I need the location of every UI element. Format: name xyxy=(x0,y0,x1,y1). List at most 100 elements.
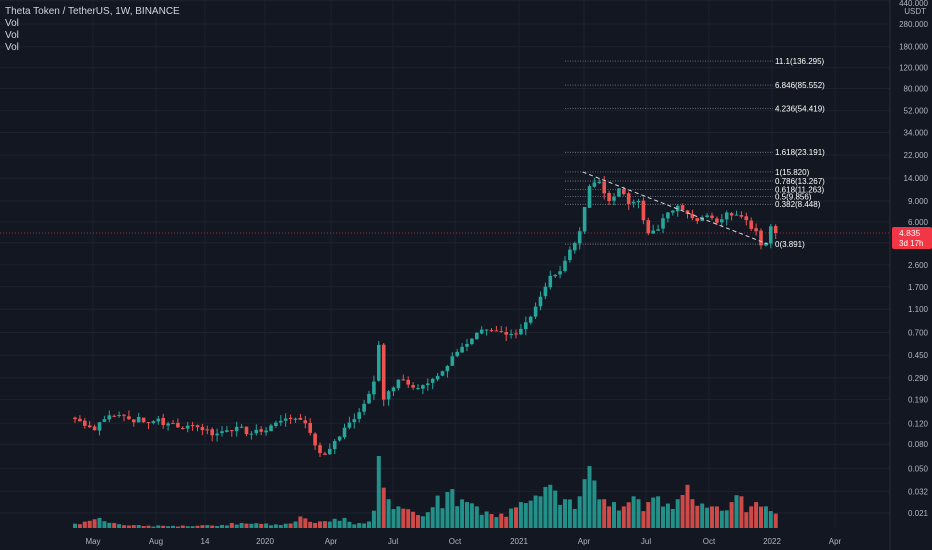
volume-bar xyxy=(621,506,626,528)
price-tick-label: 180.000 xyxy=(899,43,928,52)
candle-body xyxy=(538,296,543,307)
candle-body xyxy=(568,249,572,261)
volume-bar xyxy=(665,503,670,528)
candle-body xyxy=(372,381,376,395)
candle-body xyxy=(166,423,170,426)
volume-bar xyxy=(298,516,303,528)
candle-body xyxy=(563,260,567,271)
volume-bar xyxy=(602,499,607,528)
fib-extension-levels[interactable]: 11.1(136.295) 6.846(85.552) 4.236(54.419) 1… xyxy=(565,57,825,249)
candle-body xyxy=(509,333,513,335)
volume-bar xyxy=(695,505,700,528)
volume-legend-2[interactable]: Vol xyxy=(5,30,19,41)
candle-body xyxy=(283,418,288,421)
volume-bar xyxy=(269,525,273,528)
time-tick-label: Jul xyxy=(388,537,398,546)
candle-body xyxy=(548,275,553,288)
volume-bar xyxy=(636,499,641,528)
candle-body xyxy=(636,200,641,203)
volume-bar xyxy=(494,517,499,528)
volume-bar xyxy=(376,456,381,528)
time-tick-label: Aug xyxy=(149,537,163,546)
volume-bars xyxy=(73,456,778,528)
volume-bar xyxy=(631,496,636,528)
volume-bar xyxy=(117,524,122,528)
volume-bar xyxy=(714,506,719,528)
price-axis[interactable]: 280.000 180.000 120.000 80.000 52.000 34.000 2… xyxy=(889,0,929,550)
volume-bar xyxy=(273,524,278,528)
price-tick-label: 0.700 xyxy=(908,328,929,337)
candle-body xyxy=(132,419,136,423)
volume-bar xyxy=(224,525,229,528)
volume-bar xyxy=(352,524,357,528)
candle-body xyxy=(587,186,592,208)
candle-body xyxy=(715,218,719,223)
volume-bar xyxy=(567,499,572,528)
candle-body xyxy=(239,426,244,428)
candle-body xyxy=(573,243,577,251)
volume-bar xyxy=(700,503,705,528)
fib-level-label: 0.618(11.263) xyxy=(775,185,825,194)
price-tick-label: 0.450 xyxy=(908,351,929,360)
candle-body xyxy=(479,329,484,334)
volume-bar xyxy=(641,511,646,528)
volume-bar xyxy=(190,526,195,528)
trendline[interactable] xyxy=(582,171,769,245)
candle-body xyxy=(83,420,87,426)
candle-body xyxy=(724,212,729,220)
candle-body xyxy=(553,274,557,277)
volume-bar xyxy=(416,515,420,528)
candle-body xyxy=(773,226,778,233)
candle-body xyxy=(264,430,268,433)
volume-bar xyxy=(411,511,416,528)
price-tick-label: 52.000 xyxy=(904,107,929,116)
candle-body xyxy=(597,182,602,184)
candle-body xyxy=(440,371,445,376)
volume-bar xyxy=(82,521,87,528)
candle-body xyxy=(754,228,758,232)
volume-bar xyxy=(151,526,156,528)
price-tick-label: 80.000 xyxy=(904,84,929,93)
candle-body xyxy=(249,433,254,435)
price-tick-label: 14.000 xyxy=(904,174,929,183)
time-tick-label: Apr xyxy=(325,537,338,546)
candle-body xyxy=(293,418,298,420)
candle-body xyxy=(499,331,504,333)
candle-body xyxy=(181,427,185,429)
candle-body xyxy=(78,418,82,422)
fib-level-label: 1(15.820) xyxy=(775,168,810,177)
candle-body xyxy=(332,441,337,450)
candle-body xyxy=(651,230,655,234)
candle-body xyxy=(406,379,410,385)
volume-bar xyxy=(484,511,489,528)
volume-bar xyxy=(337,520,342,528)
candle-body xyxy=(543,286,548,297)
candle-body xyxy=(666,212,670,219)
volume-bar xyxy=(773,513,778,528)
candle-body xyxy=(744,216,749,221)
volume-bar xyxy=(558,504,563,528)
volume-bar xyxy=(597,499,602,528)
time-tick-label: Apr xyxy=(829,537,842,546)
volume-bar xyxy=(528,500,533,528)
candle-body xyxy=(504,332,508,335)
candle-body xyxy=(136,416,141,423)
time-tick-label: Oct xyxy=(449,537,462,546)
price-tick-label: 34.000 xyxy=(904,129,929,138)
volume-bar xyxy=(367,521,371,528)
candlesticks[interactable] xyxy=(73,176,778,458)
volume-legend-1[interactable]: Vol xyxy=(5,18,19,29)
volume-bar xyxy=(259,523,264,528)
volume-bar xyxy=(582,479,587,528)
volume-bar xyxy=(450,489,455,528)
time-axis[interactable]: May Aug 14 2020 Apr Jul Oct 2021 Apr Jul Oct 2022 Ap… xyxy=(85,537,841,546)
symbol-title[interactable]: Theta Token / TetherUS, 1W, BINANCE xyxy=(5,6,180,17)
volume-bar xyxy=(670,508,675,528)
volume-bar xyxy=(430,507,435,528)
candle-body xyxy=(73,417,77,420)
volume-bar xyxy=(396,506,401,528)
price-tick-label: 1.100 xyxy=(908,305,929,314)
candle-body xyxy=(377,344,381,381)
volume-legend-3[interactable]: Vol xyxy=(5,42,19,53)
